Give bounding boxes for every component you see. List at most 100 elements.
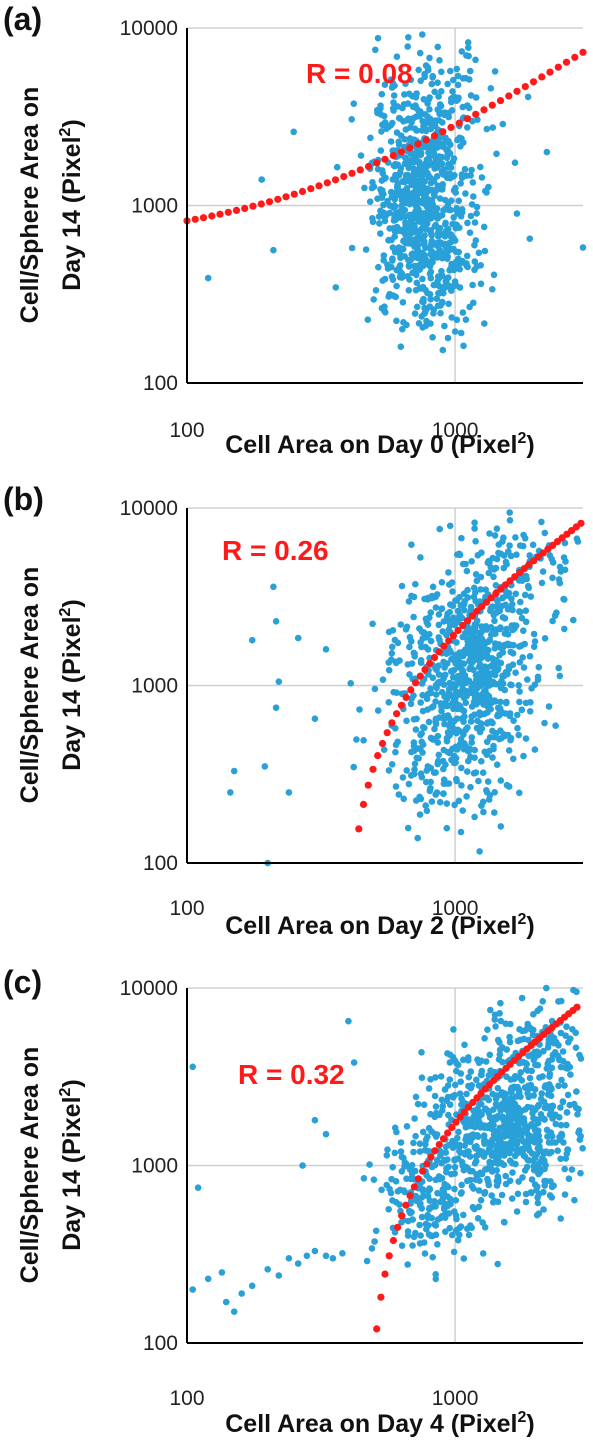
data-point bbox=[510, 641, 517, 649]
data-point bbox=[473, 620, 480, 627]
data-point bbox=[238, 1290, 245, 1297]
trend-dot bbox=[224, 208, 232, 216]
data-point bbox=[466, 67, 474, 75]
data-point bbox=[441, 1086, 449, 1093]
data-point bbox=[434, 1241, 441, 1248]
data-point bbox=[549, 617, 556, 625]
data-point bbox=[428, 237, 436, 245]
data-point bbox=[470, 584, 478, 592]
data-point bbox=[472, 94, 480, 101]
data-point bbox=[447, 206, 454, 214]
data-point bbox=[435, 611, 443, 618]
data-point bbox=[530, 1114, 537, 1122]
data-point bbox=[509, 1122, 516, 1129]
data-point bbox=[452, 689, 460, 696]
data-point bbox=[499, 538, 506, 545]
data-point bbox=[490, 663, 498, 670]
data-point bbox=[457, 1070, 465, 1077]
scatter-chart-c: 100 1000 100 1000 10000 R = 0.32 (c) Cell Area … bbox=[3, 964, 586, 1438]
data-point bbox=[478, 1067, 486, 1075]
data-point bbox=[407, 216, 415, 224]
data-point bbox=[392, 1178, 400, 1185]
data-point bbox=[456, 659, 464, 666]
data-point bbox=[555, 664, 562, 672]
data-point bbox=[469, 658, 477, 666]
trend-dot bbox=[544, 545, 552, 553]
data-point bbox=[499, 120, 507, 128]
data-point bbox=[494, 1084, 502, 1092]
data-point bbox=[507, 1020, 514, 1028]
x-tick-label: 100 bbox=[169, 897, 204, 920]
data-point bbox=[474, 1132, 481, 1139]
data-point bbox=[407, 1209, 414, 1217]
data-point bbox=[542, 1082, 549, 1089]
data-point bbox=[403, 1175, 410, 1182]
data-point bbox=[429, 674, 437, 682]
data-point bbox=[438, 184, 446, 192]
data-point bbox=[555, 998, 562, 1005]
data-point bbox=[539, 998, 546, 1005]
data-point bbox=[442, 231, 450, 238]
data-point bbox=[477, 586, 484, 593]
data-point bbox=[424, 594, 432, 602]
trend-dot bbox=[579, 48, 587, 56]
data-point bbox=[468, 734, 476, 741]
data-point bbox=[397, 343, 405, 351]
x-tick-label: 1000 bbox=[432, 897, 479, 920]
x-axis-label: Cell Area on Day 4 (Pixel2) bbox=[225, 1409, 534, 1438]
data-point bbox=[502, 1180, 510, 1188]
trend-dot bbox=[427, 1153, 435, 1161]
trend-dot bbox=[359, 800, 368, 808]
data-point bbox=[415, 108, 423, 115]
data-point bbox=[538, 1148, 545, 1155]
data-point bbox=[402, 80, 409, 87]
data-point bbox=[553, 609, 560, 616]
data-point bbox=[399, 195, 407, 203]
data-point bbox=[482, 671, 490, 679]
trend-dot bbox=[496, 97, 505, 105]
trend-dot bbox=[529, 78, 538, 86]
trend-dot bbox=[521, 83, 529, 91]
data-point bbox=[499, 1115, 507, 1123]
data-point bbox=[455, 197, 463, 205]
data-point bbox=[427, 734, 435, 742]
data-point bbox=[472, 769, 480, 776]
data-point bbox=[399, 104, 406, 112]
data-point bbox=[486, 1051, 494, 1059]
data-point bbox=[366, 1161, 373, 1168]
trend-dot bbox=[419, 1167, 427, 1175]
trend-dot bbox=[364, 162, 373, 171]
data-point bbox=[468, 558, 476, 565]
data-point bbox=[534, 1061, 542, 1069]
data-point bbox=[484, 1026, 491, 1033]
data-point bbox=[509, 650, 517, 657]
data-point bbox=[472, 1176, 479, 1183]
data-point bbox=[465, 1073, 473, 1081]
data-point bbox=[411, 150, 418, 158]
data-point bbox=[275, 678, 283, 685]
x-axis-label: Cell Area on Day 0 (Pixel2) bbox=[225, 430, 534, 459]
data-point bbox=[507, 1076, 514, 1083]
data-point bbox=[417, 554, 424, 561]
data-point bbox=[410, 613, 417, 621]
data-point bbox=[459, 600, 467, 608]
data-point bbox=[389, 643, 396, 651]
data-point bbox=[432, 720, 440, 728]
data-point bbox=[294, 1260, 302, 1267]
data-point bbox=[411, 760, 419, 768]
data-point bbox=[522, 607, 530, 614]
data-point bbox=[437, 1198, 444, 1206]
data-point bbox=[493, 1177, 501, 1185]
data-point bbox=[449, 588, 456, 595]
data-point bbox=[427, 230, 435, 237]
data-point bbox=[485, 638, 492, 645]
data-point bbox=[402, 1160, 410, 1167]
data-point bbox=[428, 798, 436, 805]
data-point bbox=[571, 1196, 578, 1204]
data-point bbox=[360, 737, 367, 744]
data-point bbox=[510, 622, 518, 629]
data-point bbox=[561, 1165, 568, 1173]
data-point bbox=[426, 54, 433, 62]
data-point bbox=[464, 724, 471, 731]
data-point bbox=[383, 1181, 391, 1189]
